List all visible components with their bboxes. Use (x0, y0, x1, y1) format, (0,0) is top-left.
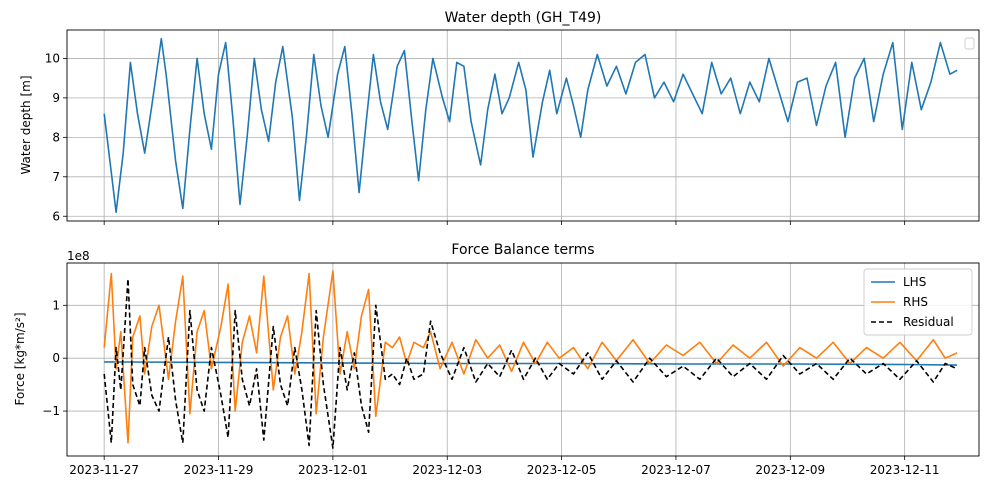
x-tick-label: 2023-12-11 (870, 463, 940, 477)
water-depth-ticks: 6 7 8 9 10 (45, 51, 906, 225)
lhs-line (104, 361, 958, 366)
water-depth-grid (67, 30, 979, 221)
x-tick-label: 2023-12-03 (412, 463, 482, 477)
legend-label-lhs: LHS (903, 275, 926, 289)
x-tick-label: 2023-11-27 (69, 463, 139, 477)
force-balance-series (103, 270, 958, 449)
y-tick-label: 6 (52, 209, 60, 223)
x-tick-label: 2023-11-29 (184, 463, 254, 477)
water-depth-panel: Water depth (GH_T49) 6 7 8 9 10 Water depth … (19, 10, 980, 225)
water-depth-series (103, 37, 958, 214)
force-offset-label: 1e8 (67, 249, 90, 263)
water-depth-ylabel: Water depth [m] (19, 75, 33, 174)
x-tick-label: 2023-12-09 (755, 463, 825, 477)
y-tick-label: 1 (52, 298, 60, 312)
force-balance-ticks: 2023-11-27 2023-11-29 2023-12-01 2023-12-03… (42, 298, 939, 477)
water-depth-title: Water depth (GH_T49) (445, 10, 602, 26)
water-depth-plot-frame (66, 29, 980, 222)
force-balance-legend: LHS RHS Residual (863, 268, 973, 336)
y-tick-label: 10 (45, 51, 60, 65)
y-tick-label: 7 (52, 170, 60, 184)
x-tick-label: 2023-12-01 (298, 463, 368, 477)
force-balance-panel: Force Balance terms 1e8 2023-11-27 2023-1… (13, 242, 980, 477)
rhs-line (103, 270, 958, 444)
force-balance-plot-frame (66, 262, 980, 457)
force-balance-title: Force Balance terms (451, 242, 594, 258)
legend-box (863, 268, 973, 336)
force-balance-ylabel: Force [kg*m/s²] (13, 312, 27, 405)
legend-label-rhs: RHS (903, 295, 928, 309)
y-tick-label: −1 (42, 404, 60, 418)
y-tick-label: 8 (52, 130, 60, 144)
force-balance-grid (67, 263, 979, 456)
legend-label-residual: Residual (903, 315, 954, 329)
y-tick-label: 9 (52, 91, 60, 105)
water-depth-line (103, 37, 958, 214)
residual-line (103, 278, 958, 449)
empty-legend-box (964, 37, 975, 50)
force-ylabel-text: Force [kg*m/s²] (13, 312, 27, 405)
x-tick-label: 2023-12-05 (527, 463, 597, 477)
y-tick-label: 0 (52, 351, 60, 365)
x-tick-label: 2023-12-07 (641, 463, 711, 477)
